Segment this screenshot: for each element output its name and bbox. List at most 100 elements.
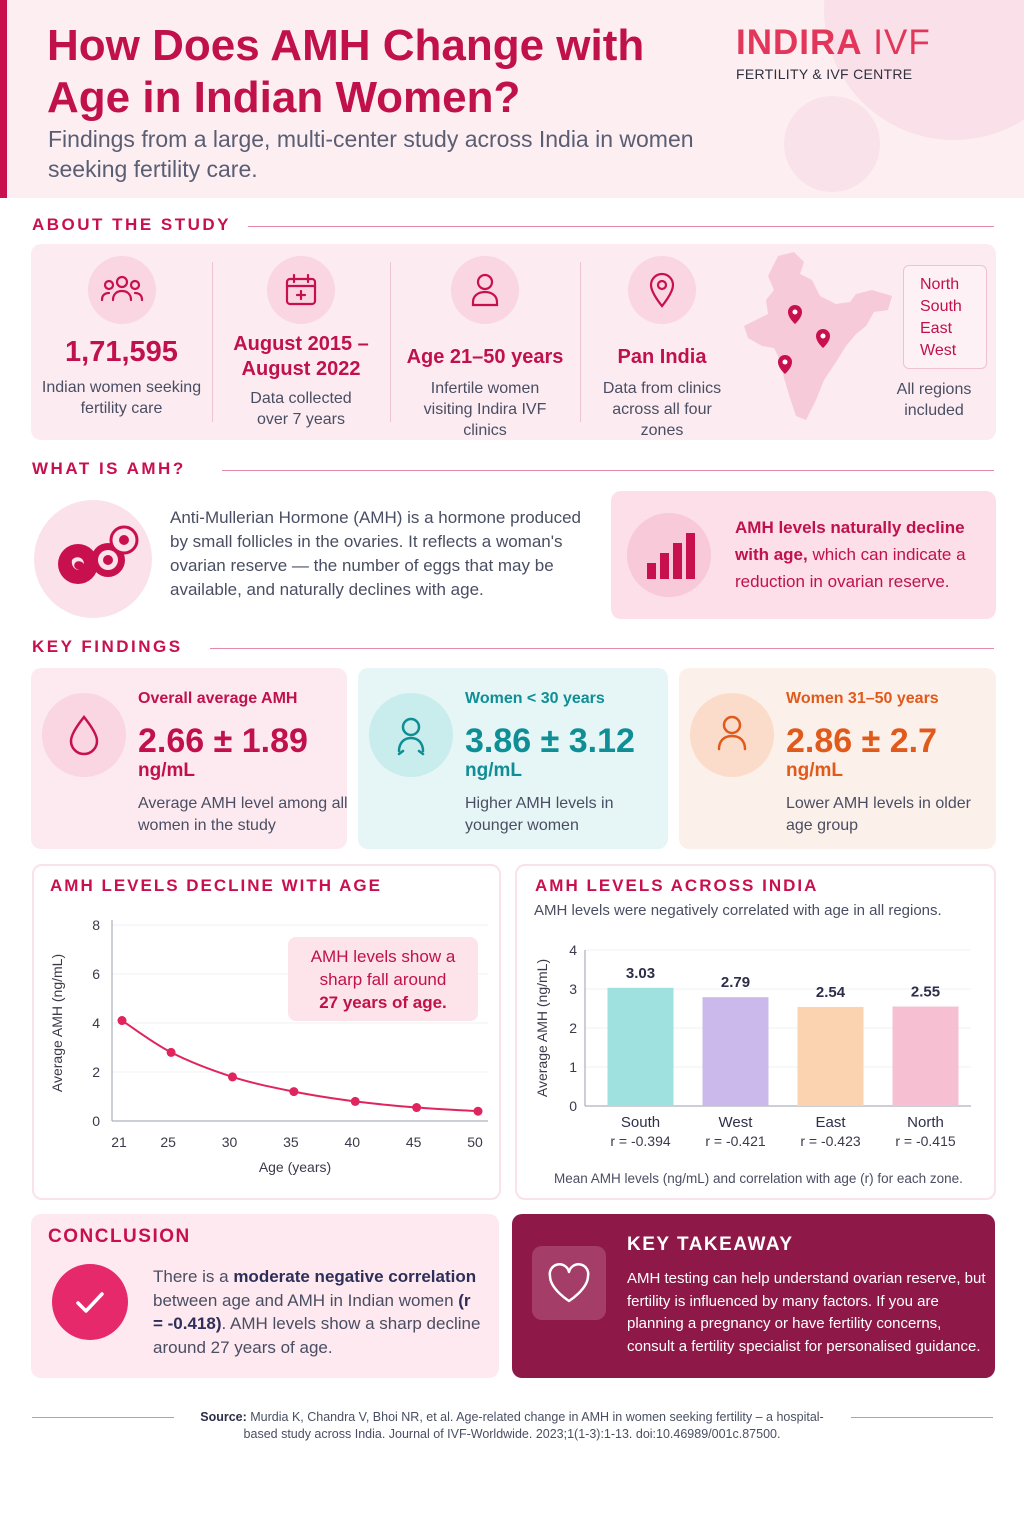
logo-wordmark: INDIRA IVF bbox=[736, 23, 931, 62]
x-tick-label: 35 bbox=[283, 1134, 299, 1150]
source-divider bbox=[851, 1417, 993, 1418]
bar-value-label: 2.55 bbox=[911, 984, 940, 1001]
finding-label: Women < 30 years bbox=[465, 690, 605, 707]
amh-definition: Anti-Mullerian Hormone (AMH) is a hormon… bbox=[170, 508, 581, 599]
region-west: West bbox=[920, 342, 957, 359]
data-point bbox=[117, 1016, 127, 1026]
bar-chart-footnote: Mean AMH levels (ng/mL) and correlation … bbox=[554, 1171, 963, 1186]
region-east: East bbox=[920, 320, 953, 337]
data-point bbox=[473, 1106, 483, 1116]
x-tick-label: 21 bbox=[111, 1134, 127, 1150]
x-axis-label: Age (years) bbox=[259, 1159, 331, 1175]
conclusion-title: CONCLUSION bbox=[48, 1226, 191, 1247]
map-pin-south bbox=[778, 355, 792, 374]
stat-coverage: Pan India Data from clinics across all f… bbox=[580, 244, 744, 440]
stat-participants: 1,71,595 Indian women seeking fertility … bbox=[31, 244, 212, 440]
category-label: West bbox=[719, 1114, 754, 1131]
x-tick-label: 25 bbox=[160, 1134, 176, 1150]
bar-west bbox=[702, 997, 769, 1106]
participants-count: 1,71,595 bbox=[65, 336, 178, 368]
regions-list: North South East West bbox=[903, 265, 987, 369]
checkmark-icon bbox=[52, 1264, 128, 1340]
y-tick-label: 2 bbox=[92, 1064, 100, 1080]
section-divider bbox=[248, 226, 994, 227]
stat-study-period: August 2015 – August 2022 Data collected… bbox=[212, 244, 390, 440]
study-period: August 2015 – August 2022 bbox=[233, 333, 369, 380]
data-point bbox=[350, 1096, 360, 1106]
follicle-icon bbox=[34, 500, 152, 618]
page-title: How Does AMH Change with Age in Indian W… bbox=[47, 21, 645, 122]
line-chart-title: AMH LEVELS DECLINE WITH AGE bbox=[50, 876, 382, 895]
section-divider bbox=[222, 470, 994, 471]
takeaway-title: KEY TAKEAWAY bbox=[627, 1234, 794, 1255]
bar-chart-subtitle: AMH levels were negatively correlated wi… bbox=[534, 902, 942, 919]
finding-value: 2.66 ± 1.89 bbox=[138, 722, 308, 760]
divider bbox=[390, 262, 391, 422]
correlation-label: r = -0.394 bbox=[610, 1133, 671, 1149]
y-tick-label: 4 bbox=[569, 942, 577, 958]
finding-unit: ng/mL bbox=[138, 760, 195, 781]
bar-north bbox=[892, 1006, 959, 1106]
line-chart-annotation: AMH levels show a sharp fall around 27 y… bbox=[288, 937, 478, 1021]
section-heading-about: ABOUT THE STUDY bbox=[32, 215, 231, 234]
coverage: Pan India bbox=[617, 346, 707, 368]
decorative-circle bbox=[784, 96, 880, 192]
x-tick-label: 30 bbox=[222, 1134, 238, 1150]
finding-card-overall: Overall average AMH 2.66 ± 1.89 ng/mL Av… bbox=[31, 668, 348, 849]
study-period-desc: Data collected over 7 years bbox=[250, 390, 352, 428]
young-woman-icon bbox=[369, 693, 453, 777]
y-tick-label: 8 bbox=[92, 917, 100, 933]
source-citation: Source: Murdia K, Chandra V, Bhoi NR, et… bbox=[200, 1410, 824, 1441]
bar-south bbox=[607, 987, 674, 1106]
section-divider bbox=[210, 648, 994, 649]
line-chart: 0 2 4 6 8 21 25 30 35 40 45 50 Age (years) Average AM… bbox=[49, 917, 488, 1175]
finding-desc: Higher AMH levels in younger women bbox=[465, 795, 614, 834]
source-divider bbox=[32, 1417, 174, 1418]
data-point bbox=[166, 1047, 176, 1057]
participants-desc: Indian women seeking fertility care bbox=[41, 379, 202, 417]
finding-card-31-50: Women 31–50 years 2.86 ± 2.7 ng/mL Lower… bbox=[679, 668, 996, 849]
y-tick-label: 3 bbox=[569, 981, 577, 997]
older-woman-icon bbox=[690, 693, 774, 777]
bar-value-label: 2.54 bbox=[816, 984, 846, 1001]
y-tick-label: 2 bbox=[569, 1020, 577, 1036]
finding-value: 3.86 ± 3.12 bbox=[465, 722, 635, 760]
age-range-desc: Infertile women visiting Indira IVF clin… bbox=[423, 380, 547, 439]
finding-unit: ng/mL bbox=[465, 760, 522, 781]
amh-callout-text: AMH levels naturally decline with age, w… bbox=[735, 518, 966, 591]
region-north: North bbox=[920, 276, 960, 293]
india-map bbox=[738, 250, 898, 426]
calendar-icon bbox=[267, 256, 335, 324]
bar-east bbox=[797, 1006, 864, 1106]
header-banner bbox=[0, 0, 1024, 198]
y-tick-label: 1 bbox=[569, 1059, 577, 1075]
coverage-desc: Data from clinics across all four zones bbox=[602, 380, 722, 439]
amh-trend-line bbox=[121, 1019, 479, 1113]
conclusion-text: There is a moderate negative correlation… bbox=[153, 1267, 481, 1357]
logo-tagline: FERTILITY & IVF CENTRE bbox=[736, 66, 913, 82]
indira-ivf-logo: INDIRA IVF FERTILITY & IVF CENTRE bbox=[736, 23, 1006, 83]
y-tick-label: 0 bbox=[569, 1098, 577, 1114]
correlation-label: r = -0.423 bbox=[800, 1133, 861, 1149]
map-pin-north bbox=[788, 305, 802, 324]
age-range: Age 21–50 years bbox=[406, 346, 564, 368]
people-icon bbox=[87, 256, 156, 324]
bar-value-label: 3.03 bbox=[626, 965, 655, 982]
finding-label: Overall average AMH bbox=[138, 690, 298, 707]
divider bbox=[580, 262, 581, 422]
data-point bbox=[289, 1087, 299, 1097]
finding-desc: Lower AMH levels in older age group bbox=[786, 795, 971, 834]
finding-card-under-30: Women < 30 years 3.86 ± 3.12 ng/mL Highe… bbox=[358, 668, 668, 849]
stat-age-range: Age 21–50 years Infertile women visiting… bbox=[390, 244, 580, 440]
bar-chart-icon bbox=[627, 513, 711, 597]
finding-label: Women 31–50 years bbox=[786, 690, 939, 707]
page-subtitle: Findings from a large, multi-center stud… bbox=[48, 126, 694, 182]
category-label: East bbox=[815, 1114, 846, 1131]
line-chart-panel bbox=[32, 864, 501, 1200]
data-point bbox=[412, 1103, 422, 1113]
region-south: South bbox=[920, 298, 962, 315]
finding-value: 2.86 ± 2.7 bbox=[786, 722, 937, 760]
finding-unit: ng/mL bbox=[786, 760, 843, 781]
y-tick-label: 4 bbox=[92, 1015, 100, 1031]
map-pin-east bbox=[816, 329, 830, 348]
